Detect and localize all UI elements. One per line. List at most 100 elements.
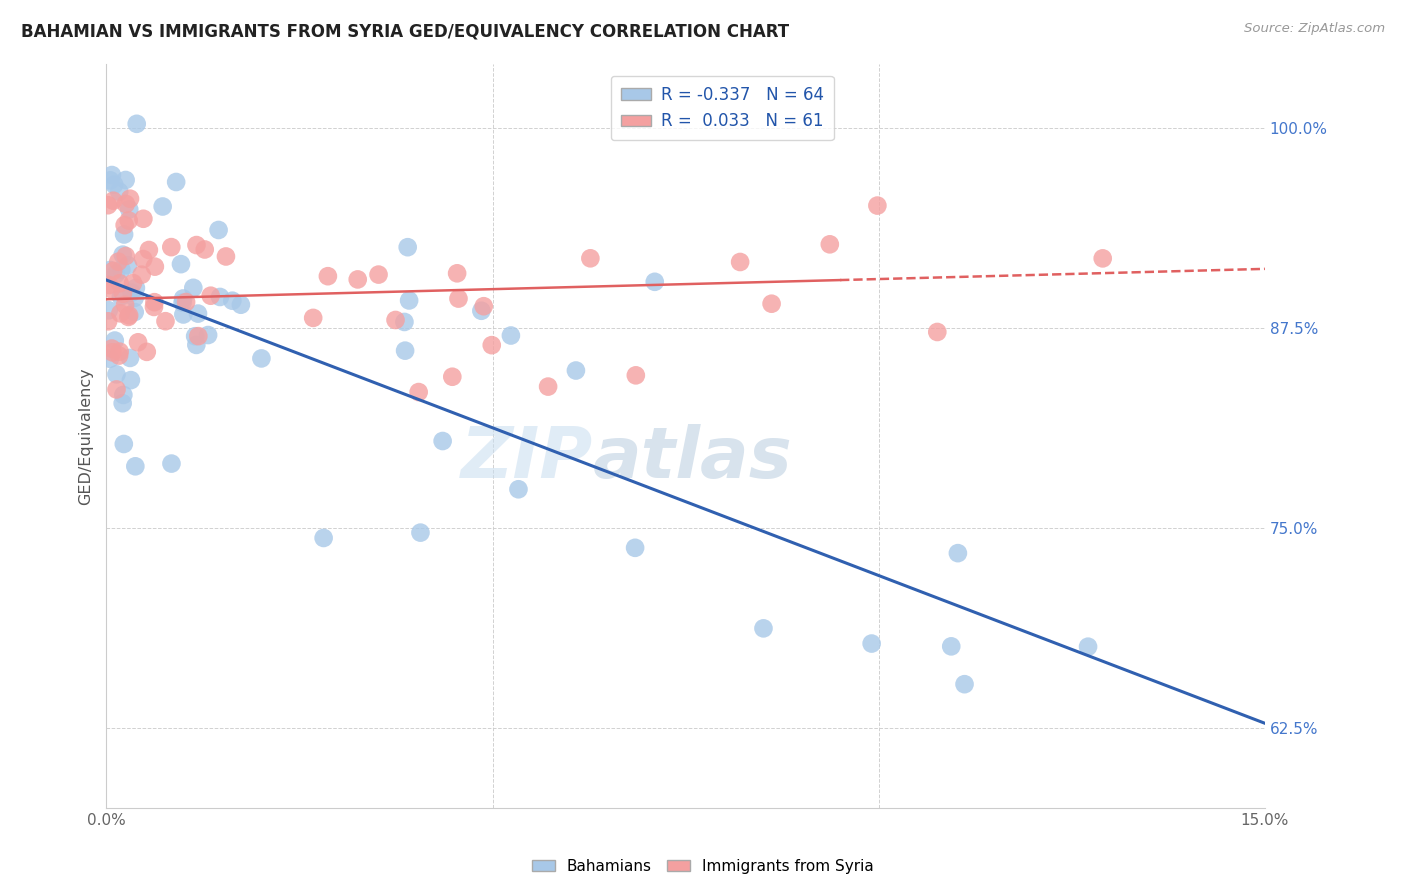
Legend: R = -0.337   N = 64, R =  0.033   N = 61: R = -0.337 N = 64, R = 0.033 N = 61	[610, 76, 834, 140]
Text: atlas: atlas	[593, 424, 793, 493]
Point	[108, 277, 131, 291]
Point	[394, 315, 416, 329]
Point	[384, 313, 406, 327]
Point	[117, 310, 139, 324]
Point	[101, 168, 124, 182]
Point	[927, 325, 949, 339]
Point	[1091, 252, 1114, 266]
Point	[565, 363, 588, 377]
Point	[110, 262, 132, 277]
Point	[105, 368, 128, 382]
Point	[446, 266, 468, 280]
Point	[316, 269, 339, 284]
Point	[143, 260, 166, 274]
Point	[229, 298, 252, 312]
Point	[98, 173, 121, 187]
Point	[135, 344, 157, 359]
Point	[108, 349, 131, 363]
Point	[107, 254, 129, 268]
Point	[946, 546, 969, 560]
Point	[200, 289, 222, 303]
Y-axis label: GED/Equivalency: GED/Equivalency	[79, 368, 93, 505]
Point	[124, 459, 146, 474]
Point	[108, 185, 131, 199]
Point	[131, 268, 153, 282]
Point	[97, 303, 120, 318]
Point	[221, 293, 243, 308]
Text: Source: ZipAtlas.com: Source: ZipAtlas.com	[1244, 22, 1385, 36]
Point	[208, 290, 231, 304]
Point	[143, 295, 166, 310]
Point	[98, 278, 121, 293]
Point	[121, 285, 143, 300]
Point	[97, 198, 120, 212]
Point	[866, 198, 889, 212]
Point	[481, 338, 503, 352]
Point	[110, 306, 132, 320]
Point	[104, 267, 127, 281]
Point	[367, 268, 389, 282]
Point	[624, 368, 647, 383]
Point	[110, 289, 132, 303]
Point	[499, 328, 522, 343]
Text: BAHAMIAN VS IMMIGRANTS FROM SYRIA GED/EQUIVALENCY CORRELATION CHART: BAHAMIAN VS IMMIGRANTS FROM SYRIA GED/EQ…	[21, 22, 789, 40]
Point	[155, 314, 177, 328]
Point	[132, 252, 155, 266]
Point	[644, 275, 666, 289]
Point	[194, 243, 217, 257]
Point	[172, 308, 194, 322]
Point	[143, 300, 166, 314]
Point	[398, 293, 420, 308]
Point	[470, 303, 492, 318]
Point	[118, 213, 141, 227]
Point	[250, 351, 273, 366]
Point	[181, 281, 204, 295]
Point	[165, 175, 187, 189]
Point	[508, 483, 530, 497]
Point	[728, 255, 751, 269]
Point	[312, 531, 335, 545]
Point	[132, 211, 155, 226]
Point	[104, 334, 127, 348]
Point	[396, 240, 419, 254]
Point	[302, 310, 325, 325]
Point	[174, 295, 197, 310]
Point	[761, 296, 783, 310]
Point	[579, 252, 602, 266]
Point	[1077, 640, 1099, 654]
Point	[115, 197, 138, 211]
Point	[118, 202, 141, 217]
Point	[114, 298, 136, 312]
Point	[117, 258, 139, 272]
Point	[215, 250, 238, 264]
Point	[112, 388, 135, 402]
Point	[100, 282, 122, 296]
Point	[187, 307, 209, 321]
Point	[98, 351, 121, 366]
Point	[124, 291, 146, 305]
Point	[114, 173, 136, 187]
Point	[186, 338, 208, 352]
Point	[103, 178, 125, 192]
Point	[432, 434, 454, 448]
Point	[124, 305, 146, 319]
Point	[160, 240, 183, 254]
Point	[122, 276, 145, 290]
Point	[120, 373, 142, 387]
Point	[138, 243, 160, 257]
Point	[447, 292, 470, 306]
Point	[114, 249, 136, 263]
Point	[953, 677, 976, 691]
Point	[101, 264, 124, 278]
Point	[118, 192, 141, 206]
Point	[197, 328, 219, 343]
Point	[118, 309, 141, 323]
Point	[409, 525, 432, 540]
Point	[184, 329, 207, 343]
Point	[818, 237, 841, 252]
Point	[98, 263, 121, 277]
Point	[112, 437, 135, 451]
Point	[127, 335, 149, 350]
Point	[207, 223, 229, 237]
Point	[111, 286, 134, 301]
